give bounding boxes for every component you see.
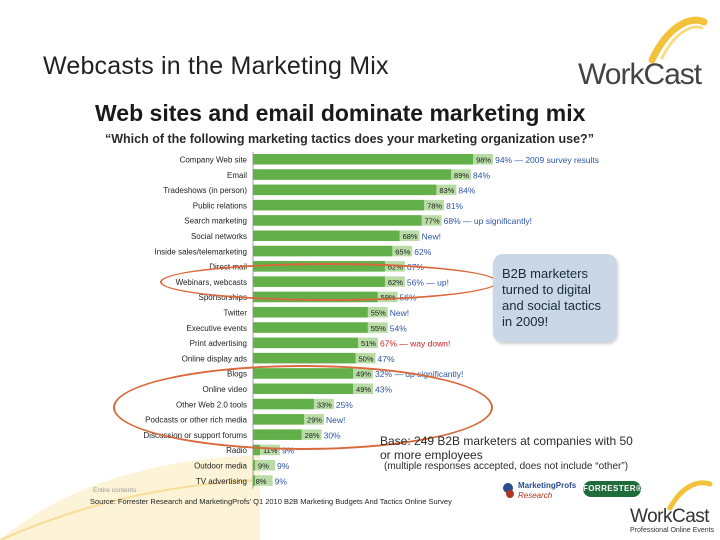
source-note: Source: Forrester Research and Marketing…: [90, 497, 452, 506]
chart-title: Web sites and email dominate marketing m…: [95, 100, 586, 126]
bar: [253, 352, 356, 364]
workcast-wordmark-top: WorkCast: [578, 58, 702, 91]
workcast-wordmark-bottom: WorkCast: [630, 506, 710, 527]
swoosh-icon-small: [667, 480, 713, 511]
annotation-label: 62%: [414, 247, 431, 257]
value-label: 83%: [439, 186, 454, 195]
annotation-label: New!: [422, 232, 441, 242]
chart-subtitle: “Which of the following marketing tactic…: [105, 132, 594, 146]
category-label: Online display ads: [182, 354, 247, 363]
forrester-badge: FORRESTER®: [583, 481, 642, 497]
value-label: 65%: [395, 247, 410, 256]
corner-decoration: [0, 455, 260, 540]
category-label: Outdoor media: [194, 462, 247, 471]
bar: [253, 245, 393, 257]
annotation-label: 94% — 2009 survey results: [495, 155, 599, 165]
base-note: Base: 249 B2B marketers at companies wit…: [380, 434, 633, 462]
annotation-label: 81%: [446, 201, 463, 211]
bar: [253, 199, 425, 211]
category-label: Twitter: [223, 309, 247, 318]
bar: [253, 230, 400, 241]
value-label: 11%: [263, 446, 278, 455]
marketingprofs-badge: MarketingProfs Research: [502, 480, 588, 502]
value-label: 77%: [425, 217, 440, 226]
annotation-label: 9%: [282, 446, 295, 456]
value-label: 55%: [371, 324, 386, 333]
value-label: 55%: [371, 309, 386, 318]
value-label: 68%: [403, 232, 418, 241]
annotation-label: 47%: [378, 354, 395, 364]
category-label: Company Web site: [180, 156, 248, 165]
bar: [253, 307, 368, 318]
category-label: Executive events: [187, 324, 247, 333]
annotation-label: 84%: [458, 186, 475, 196]
annotation-label: 67% — way down!: [380, 339, 450, 349]
bar-track: [253, 475, 273, 486]
value-label: 98%: [476, 156, 491, 165]
base-note-sub: (multiple responses accepted, does not i…: [384, 461, 629, 472]
category-label: TV advertising: [196, 477, 247, 486]
bar: [253, 322, 368, 333]
slide-title: Webcasts in the Marketing Mix: [43, 52, 389, 80]
category-label: Tradeshows (in person): [163, 186, 247, 195]
annotation-label: 84%: [473, 170, 490, 180]
value-label: 8%: [256, 477, 267, 486]
highlight-ellipse-webinars: [160, 263, 498, 301]
marketingprofs-label: MarketingProfs: [518, 481, 577, 490]
bar: [253, 444, 260, 456]
value-label: 78%: [427, 201, 442, 210]
category-label: Sponsorships: [199, 293, 247, 302]
value-label: 51%: [361, 339, 376, 348]
bar: [253, 215, 422, 226]
workcast-logo-top: WorkCast: [574, 14, 710, 94]
bar: [253, 154, 474, 165]
callout-box: B2B marketers turned to digital and soci…: [493, 254, 617, 342]
bar: [253, 184, 437, 196]
value-label: 89%: [454, 171, 469, 180]
bar: [253, 475, 255, 486]
value-label: 9%: [258, 462, 269, 471]
workcast-tagline: Professional Online Events: [630, 527, 715, 534]
workcast-logo-bottom: WorkCast Professional Online Events: [618, 476, 718, 538]
marketingprofs-research: Research: [518, 491, 553, 500]
category-label: Social networks: [191, 232, 247, 241]
faint-note: Entire contents: [93, 487, 137, 494]
annotation-label: 68% — up significantly!: [444, 216, 532, 226]
bar: [253, 460, 256, 471]
value-label: 50%: [359, 354, 374, 363]
annotation-label: New!: [390, 308, 409, 318]
highlight-ellipse-video-tools: [113, 365, 493, 450]
category-label: Print advertising: [190, 339, 247, 348]
category-label: Radio: [226, 446, 247, 455]
category-label: Inside sales/telemarketing: [155, 247, 248, 256]
callout-text: B2B marketers turned to digital and soci…: [502, 266, 601, 329]
annotation-label: 9%: [277, 461, 290, 471]
category-label: Search marketing: [184, 217, 247, 226]
category-label: Public relations: [193, 201, 247, 210]
bar: [253, 337, 358, 349]
bar: [253, 169, 452, 180]
swoosh-icon: [648, 16, 708, 64]
marketingprofs-icon: [503, 483, 514, 498]
annotation-label: 9%: [275, 476, 288, 486]
bar-track: [253, 444, 280, 456]
category-label: Email: [227, 171, 247, 180]
bar-track: [253, 460, 276, 471]
annotation-label: 54%: [390, 323, 407, 333]
